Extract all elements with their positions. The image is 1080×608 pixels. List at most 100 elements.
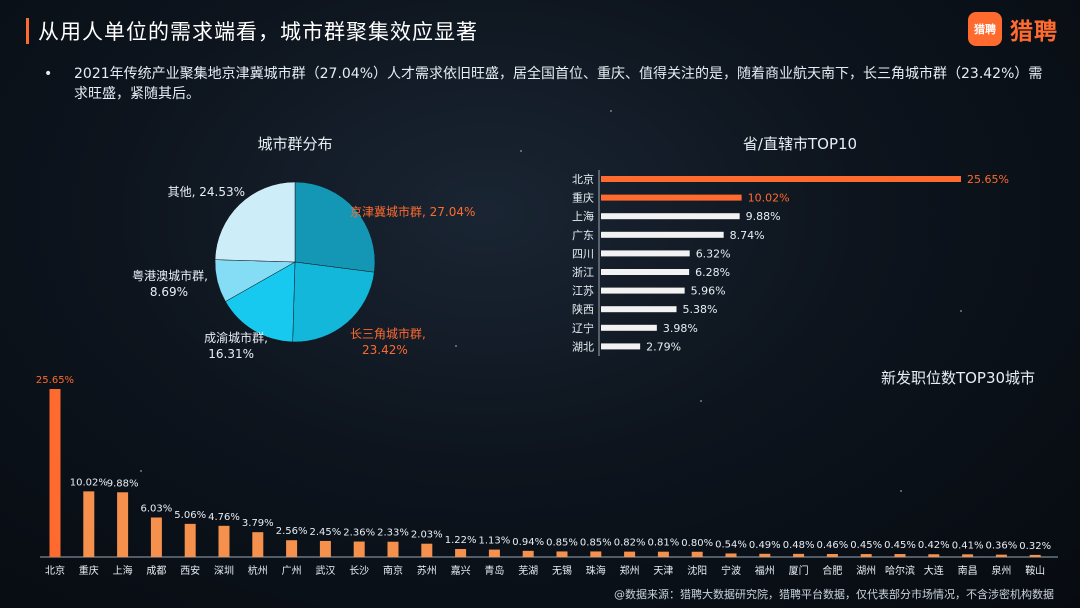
top30-category-label: 北京 xyxy=(45,564,65,577)
top30-value-label: 0.94% xyxy=(512,537,544,548)
top30-value-label: 0.45% xyxy=(850,540,882,551)
top30-bar xyxy=(590,551,602,557)
top10-value-label: 5.38% xyxy=(683,303,718,316)
top30-bar xyxy=(319,540,331,557)
top30-value-label: 0.32% xyxy=(1019,541,1051,552)
top30-bar xyxy=(522,550,534,557)
top10-value-label: 5.96% xyxy=(691,285,726,298)
top30-category-label: 南昌 xyxy=(958,564,978,577)
summary-text: 2021年传统产业聚集地京津冀城市群（27.04%）人才需求依旧旺盛，居全国首位… xyxy=(74,66,1043,102)
top30-value-label: 0.82% xyxy=(614,538,646,549)
top30-value-label: 5.06% xyxy=(174,510,206,521)
top30-category-label: 成都 xyxy=(146,565,166,577)
top30-value-label: 0.45% xyxy=(884,540,916,551)
top30-bar xyxy=(387,541,399,557)
pie-chart-title: 城市群分布 xyxy=(257,135,332,153)
top30-bar xyxy=(218,525,230,557)
top30-value-label: 0.48% xyxy=(783,540,815,551)
liepin-logo-text: 猎聘 xyxy=(1010,19,1058,45)
top30-category-label: 郑州 xyxy=(620,564,640,577)
top30-value-label: 0.49% xyxy=(749,540,781,551)
data-source-footer: @数据来源：猎聘大数据研究院，猎聘平台数据，仅代表部分市场情况，不含涉密机构数据 xyxy=(614,588,1054,601)
top30-value-label: 6.03% xyxy=(141,504,173,515)
pie-slice-label: 其他, 24.53% xyxy=(168,185,245,199)
top10-value-label: 8.74% xyxy=(730,229,765,242)
top30-value-label: 10.02% xyxy=(70,477,108,488)
pie-slice-value: 8.69% xyxy=(150,285,188,299)
top30-category-label: 无锡 xyxy=(552,564,572,577)
top30-bar xyxy=(1029,554,1041,557)
top30-bar xyxy=(691,551,703,557)
summary-bullet: • 2021年传统产业聚集地京津冀城市群（27.04%）人才需求依旧旺盛，居全国… xyxy=(44,64,1056,104)
top30-category-label: 青岛 xyxy=(484,564,504,577)
top30-category-label: 深圳 xyxy=(214,565,234,577)
pie-slice-label: 京津冀城市群, 27.04% xyxy=(350,204,475,219)
top30-category-label: 嘉兴 xyxy=(451,564,471,577)
top10-bar xyxy=(601,287,685,294)
top30-bar xyxy=(83,491,95,557)
top30-category-label: 西安 xyxy=(180,564,200,577)
top30-category-label: 鞍山 xyxy=(1025,564,1045,577)
top10-value-label: 10.02% xyxy=(748,192,790,205)
top10-bar xyxy=(601,194,742,201)
top30-value-label: 0.81% xyxy=(648,538,680,549)
top30-bar xyxy=(995,554,1007,557)
pie-slice xyxy=(292,261,375,343)
top10-category-label: 北京 xyxy=(572,172,594,186)
top30-value-label: 2.33% xyxy=(377,528,409,539)
top30-category-label: 芜湖 xyxy=(518,564,538,577)
pie-slice-value: 24.53% xyxy=(195,185,245,199)
top30-category-label: 天津 xyxy=(653,565,673,577)
top10-value-label: 9.88% xyxy=(746,210,781,223)
top10-value-label: 3.98% xyxy=(663,322,698,335)
top30-value-label: 2.03% xyxy=(411,530,443,541)
liepin-logo-icon: 猎聘 xyxy=(968,12,1002,46)
top30-category-label: 珠海 xyxy=(586,564,606,577)
top30-category-label: 大连 xyxy=(924,564,944,577)
pie-slice-value: 23.42% xyxy=(362,343,408,357)
top10-value-label: 25.65% xyxy=(967,173,1009,186)
top30-bar xyxy=(759,553,771,557)
top10-bar xyxy=(601,324,657,331)
pie-slice-name: 长三角城市群, xyxy=(350,326,426,341)
top10-bar xyxy=(601,213,740,220)
pie-slice xyxy=(225,261,296,343)
top30-bar xyxy=(353,541,365,557)
top30-bar xyxy=(793,553,805,557)
top10-category-label: 重庆 xyxy=(572,191,594,205)
top30-category-label: 苏州 xyxy=(417,564,437,577)
top30-value-label: 2.56% xyxy=(276,526,308,537)
top30-category-label: 湖州 xyxy=(856,565,876,577)
top10-category-label: 江苏 xyxy=(572,285,594,298)
top30-category-label: 长沙 xyxy=(349,565,369,577)
top30-value-label: 9.88% xyxy=(107,478,139,489)
title-accent-bar xyxy=(26,18,29,44)
top30-bar xyxy=(150,517,162,557)
liepin-logo: 猎聘 猎聘 xyxy=(968,12,1058,46)
top10-category-label: 湖北 xyxy=(572,340,594,353)
top10-value-label: 6.32% xyxy=(696,247,731,260)
pie-slice-name: 成渝城市群, xyxy=(204,330,268,345)
top30-category-label: 重庆 xyxy=(79,564,99,577)
top10-bar xyxy=(601,306,677,313)
top30-bar xyxy=(962,554,974,557)
top10-value-label: 6.28% xyxy=(695,266,730,279)
top10-category-label: 上海 xyxy=(572,209,594,223)
top10-bar xyxy=(601,231,724,238)
top30-category-label: 宁波 xyxy=(721,564,741,577)
top10-category-label: 浙江 xyxy=(572,266,594,279)
top30-category-label: 沈阳 xyxy=(687,564,707,577)
top30-bar xyxy=(286,540,298,557)
top30-bar xyxy=(556,551,568,557)
top30-bar xyxy=(184,523,196,557)
top30-value-label: 4.76% xyxy=(208,512,240,523)
top30-value-label: 25.65% xyxy=(36,375,74,386)
top30-value-label: 1.13% xyxy=(479,536,511,547)
pie-slice-value: 27.04% xyxy=(426,205,476,219)
top30-bar xyxy=(49,389,61,557)
top30-value-label: 0.85% xyxy=(546,537,578,548)
top10-bar xyxy=(601,176,961,182)
top30-category-label: 合肥 xyxy=(822,564,842,577)
top10-category-label: 陕西 xyxy=(572,302,594,316)
